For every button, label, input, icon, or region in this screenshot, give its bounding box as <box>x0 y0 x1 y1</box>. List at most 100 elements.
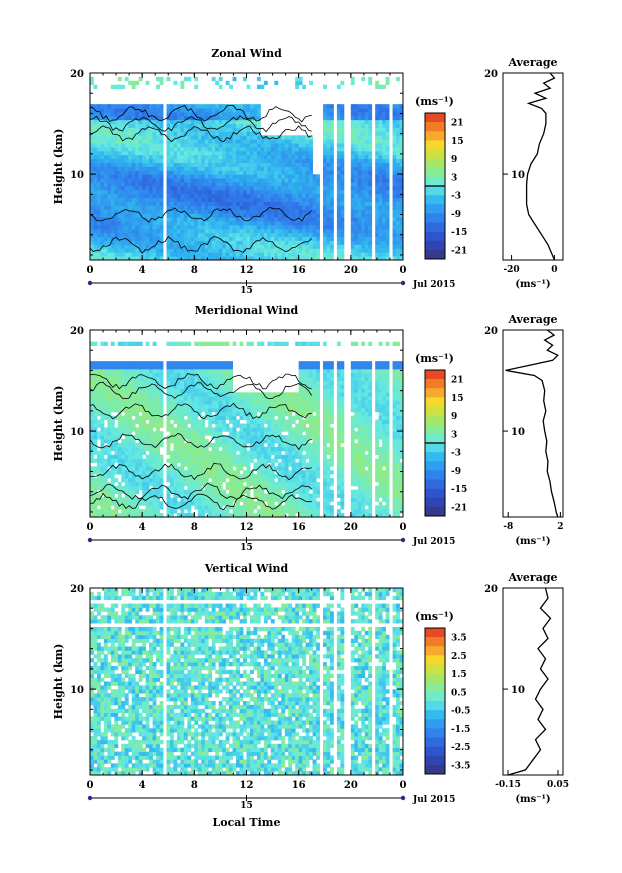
field-cell <box>159 224 164 230</box>
field-cell <box>323 127 327 132</box>
field-cell <box>187 197 192 202</box>
field-cell <box>215 509 220 514</box>
field-cell <box>114 197 119 202</box>
field-cell <box>93 209 98 214</box>
field-cell <box>229 462 233 467</box>
field-cell <box>156 481 160 487</box>
field-cell <box>149 147 153 152</box>
field-cell <box>298 178 303 183</box>
field-cell <box>166 485 171 491</box>
field-cell <box>329 256 334 261</box>
field-cell <box>114 404 119 409</box>
field-cell <box>176 193 181 199</box>
field-cell <box>305 213 310 218</box>
field-cell <box>173 115 178 121</box>
field-cell <box>190 368 195 374</box>
field-cell <box>263 162 268 167</box>
field-cell <box>396 123 400 128</box>
field-cell <box>135 372 140 378</box>
field-cell <box>253 139 258 144</box>
field-cell <box>100 209 105 214</box>
field-cell <box>159 166 164 171</box>
field-cell <box>152 256 157 261</box>
field-cell <box>138 139 143 144</box>
field-cell <box>267 193 272 199</box>
field-cell <box>236 170 240 175</box>
field-cell <box>176 368 181 374</box>
field-cell <box>357 182 362 187</box>
field-cell <box>128 388 133 393</box>
field-cell <box>316 178 320 183</box>
field-cell <box>121 139 126 144</box>
field-cell <box>169 221 174 226</box>
field-cell <box>180 197 185 202</box>
field-cell <box>201 431 206 436</box>
field-cell <box>354 232 359 238</box>
field-cell <box>93 368 98 374</box>
field-cell <box>135 209 140 214</box>
field-cell <box>176 489 181 495</box>
field-cell <box>302 248 307 253</box>
field-cell <box>110 407 115 413</box>
field-cell <box>190 108 195 113</box>
field-cell <box>93 232 98 238</box>
field-cell <box>222 104 227 109</box>
field-cell <box>211 76 216 82</box>
field-cell <box>225 158 230 164</box>
field-cell <box>131 150 136 156</box>
field-cell <box>368 104 373 109</box>
field-cell <box>204 143 209 148</box>
field-cell <box>187 131 192 136</box>
field-cell <box>256 84 261 89</box>
field-cell <box>239 178 244 183</box>
field-cell <box>368 111 373 117</box>
field-cell <box>103 407 108 413</box>
field-cell <box>239 244 244 249</box>
field-cell <box>218 228 223 234</box>
field-cell <box>288 185 293 191</box>
field-cell <box>236 478 240 483</box>
field-cell <box>156 111 160 117</box>
field-cell <box>368 143 373 148</box>
field-cell <box>361 143 366 148</box>
field-cell <box>232 127 237 132</box>
field-cell <box>138 361 143 366</box>
field-cell <box>211 513 216 518</box>
field-cell <box>149 431 153 436</box>
field-cell <box>249 232 254 238</box>
field-cell <box>204 158 209 164</box>
field-cell <box>326 197 331 202</box>
field-cell <box>354 108 359 113</box>
field-cell <box>103 252 108 257</box>
field-cell <box>263 178 268 183</box>
field-cell <box>124 509 129 514</box>
field-cell <box>96 462 101 467</box>
contour-line <box>89 105 312 123</box>
field-cell <box>90 127 94 132</box>
field-cell <box>90 189 94 195</box>
field-cell <box>215 439 220 444</box>
field-cell <box>138 368 143 374</box>
field-cell <box>222 411 227 417</box>
field-cell <box>110 365 115 370</box>
field-cell <box>350 232 355 238</box>
field-cell <box>100 497 105 502</box>
field-cell <box>399 135 404 140</box>
field-cell <box>260 170 265 175</box>
field-cell <box>180 446 185 452</box>
field-cell <box>149 131 153 136</box>
field-cell <box>326 232 331 238</box>
field-cell <box>159 170 164 175</box>
field-cell <box>173 193 178 199</box>
field-cell <box>183 244 188 249</box>
field-cell <box>239 182 244 187</box>
field-cell <box>253 252 258 257</box>
field-cell <box>256 213 261 218</box>
field-cell <box>93 193 98 199</box>
field-cell <box>145 123 150 128</box>
field-cell <box>218 76 223 82</box>
field-cell <box>270 205 275 210</box>
field-cell <box>187 431 192 436</box>
field-cell <box>399 111 404 117</box>
field-cell <box>260 182 265 187</box>
